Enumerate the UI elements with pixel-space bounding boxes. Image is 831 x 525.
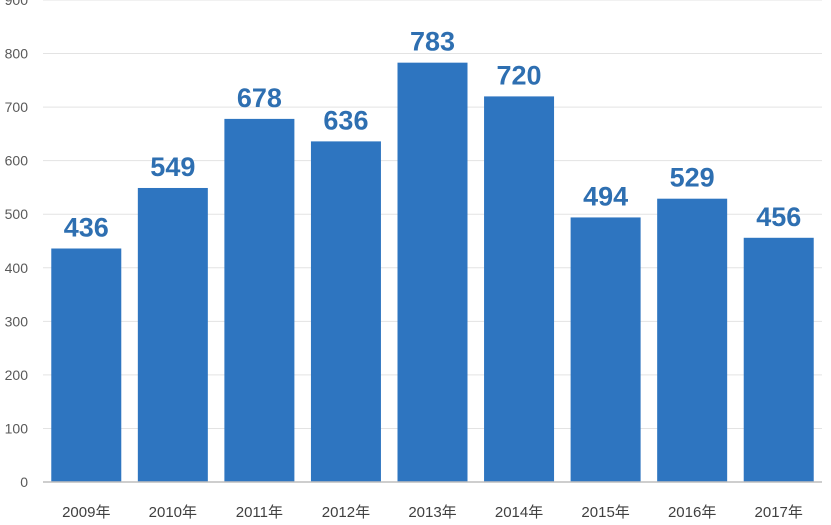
- bar: [224, 118, 295, 482]
- y-tick-label: 900: [5, 0, 29, 8]
- data-label: 456: [756, 202, 801, 232]
- data-label: 783: [410, 27, 455, 57]
- x-axis-category-labels: 2009年 2010年 2011年 2012年 2013年 2014年 2015年 2016年…: [62, 504, 803, 521]
- bar: [484, 96, 555, 483]
- x-tick-label: 2017年: [755, 504, 803, 521]
- y-tick-label: 800: [5, 46, 29, 62]
- bars: [51, 62, 814, 483]
- bar: [743, 237, 814, 482]
- bar: [137, 187, 208, 483]
- bar: [657, 198, 728, 483]
- bar: [397, 62, 468, 482]
- x-tick-label: 2010年: [149, 504, 197, 521]
- y-tick-label: 500: [5, 206, 29, 222]
- y-tick-label: 400: [5, 260, 29, 276]
- data-label: 636: [323, 105, 368, 135]
- y-axis-tick-labels: 0 100 200 300 400 500 600 700 800 900: [5, 0, 29, 490]
- data-label: 549: [150, 152, 195, 182]
- data-label: 494: [583, 181, 628, 211]
- y-tick-label: 700: [5, 99, 29, 115]
- data-labels: 436 549 678 636 783 720 494 529 456: [64, 27, 802, 243]
- data-label: 436: [64, 212, 109, 242]
- data-label: 720: [497, 60, 542, 90]
- y-tick-label: 0: [20, 474, 28, 490]
- y-tick-label: 200: [5, 367, 29, 383]
- x-tick-label: 2011年: [236, 504, 283, 521]
- bar: [570, 217, 641, 483]
- x-tick-label: 2012年: [322, 504, 370, 521]
- y-tick-label: 600: [5, 153, 29, 169]
- y-tick-label: 100: [5, 420, 29, 436]
- data-label: 678: [237, 83, 282, 113]
- y-tick-label: 300: [5, 313, 29, 329]
- bar: [51, 248, 122, 482]
- bar: [310, 141, 381, 483]
- x-tick-label: 2014年: [495, 504, 543, 521]
- x-tick-label: 2009年: [62, 504, 110, 521]
- x-tick-label: 2013年: [408, 504, 456, 521]
- x-tick-label: 2016年: [668, 504, 716, 521]
- data-label: 529: [670, 163, 715, 193]
- x-tick-label: 2015年: [581, 504, 629, 521]
